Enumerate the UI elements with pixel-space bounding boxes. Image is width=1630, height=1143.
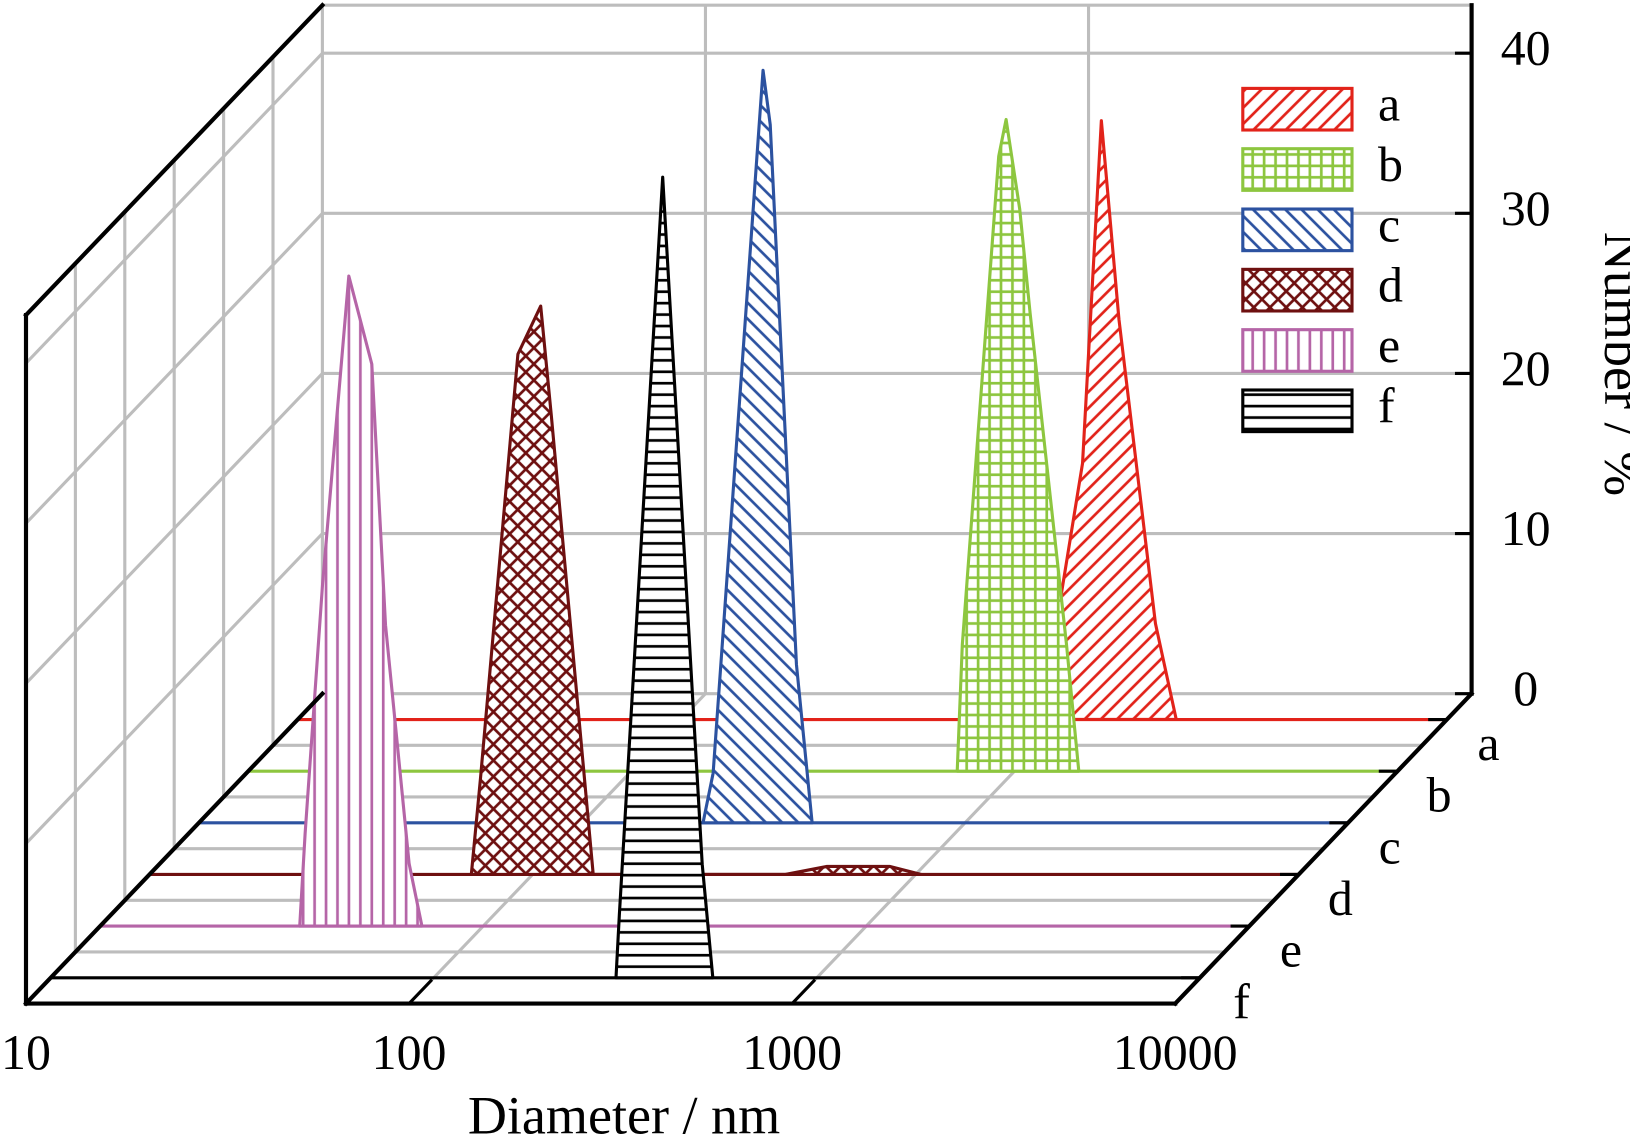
y-tick-label: 10: [1501, 501, 1551, 556]
legend-label: c: [1378, 197, 1400, 252]
area: [298, 274, 424, 928]
x-tick: [1174, 978, 1200, 1005]
y-tick-label: 20: [1501, 341, 1551, 396]
y-tick-label: 0: [1513, 661, 1538, 716]
legend-swatch: [1241, 86, 1354, 132]
x-axis-label: Diameter / nm: [468, 1086, 780, 1143]
legend-label: d: [1378, 258, 1403, 313]
left-wall-edge: [23, 690, 326, 1007]
legend-label: e: [1378, 318, 1400, 373]
legend-label: a: [1378, 77, 1400, 132]
x-tick: [407, 978, 434, 1005]
x-tick-label: 100: [372, 1025, 447, 1080]
area: [701, 68, 814, 825]
x-tick-label: 10000: [1113, 1025, 1238, 1080]
x-tick: [791, 978, 817, 1005]
depth-tick-label: d: [1328, 871, 1353, 926]
legend-swatch: [1241, 328, 1354, 373]
area: [955, 117, 1081, 773]
legend-swatch: [1241, 267, 1354, 313]
left-wall-edge: [23, 2, 326, 319]
y-tick-label: 40: [1501, 21, 1551, 76]
x-tick: [24, 978, 51, 1005]
area: [469, 304, 923, 876]
depth-tick-label: c: [1379, 819, 1401, 874]
depth-tick-label: a: [1477, 716, 1499, 771]
legend-swatch: [1241, 207, 1354, 253]
legend-swatch: [1241, 147, 1354, 192]
legend-swatch: [1241, 388, 1354, 434]
y-tick-label: 30: [1501, 181, 1551, 236]
area: [614, 175, 715, 980]
y-axis-label: Number / %: [1593, 232, 1630, 496]
depth-tick-label: f: [1233, 974, 1250, 1029]
legend-label: b: [1378, 137, 1403, 192]
x-tick-label: 1000: [742, 1025, 842, 1080]
depth-tick-label: e: [1280, 923, 1302, 978]
legend-label: f: [1378, 378, 1395, 433]
depth-tick-label: b: [1427, 768, 1452, 823]
x-tick-label: 10: [1, 1025, 51, 1080]
depth-axis: [1172, 690, 1475, 1007]
